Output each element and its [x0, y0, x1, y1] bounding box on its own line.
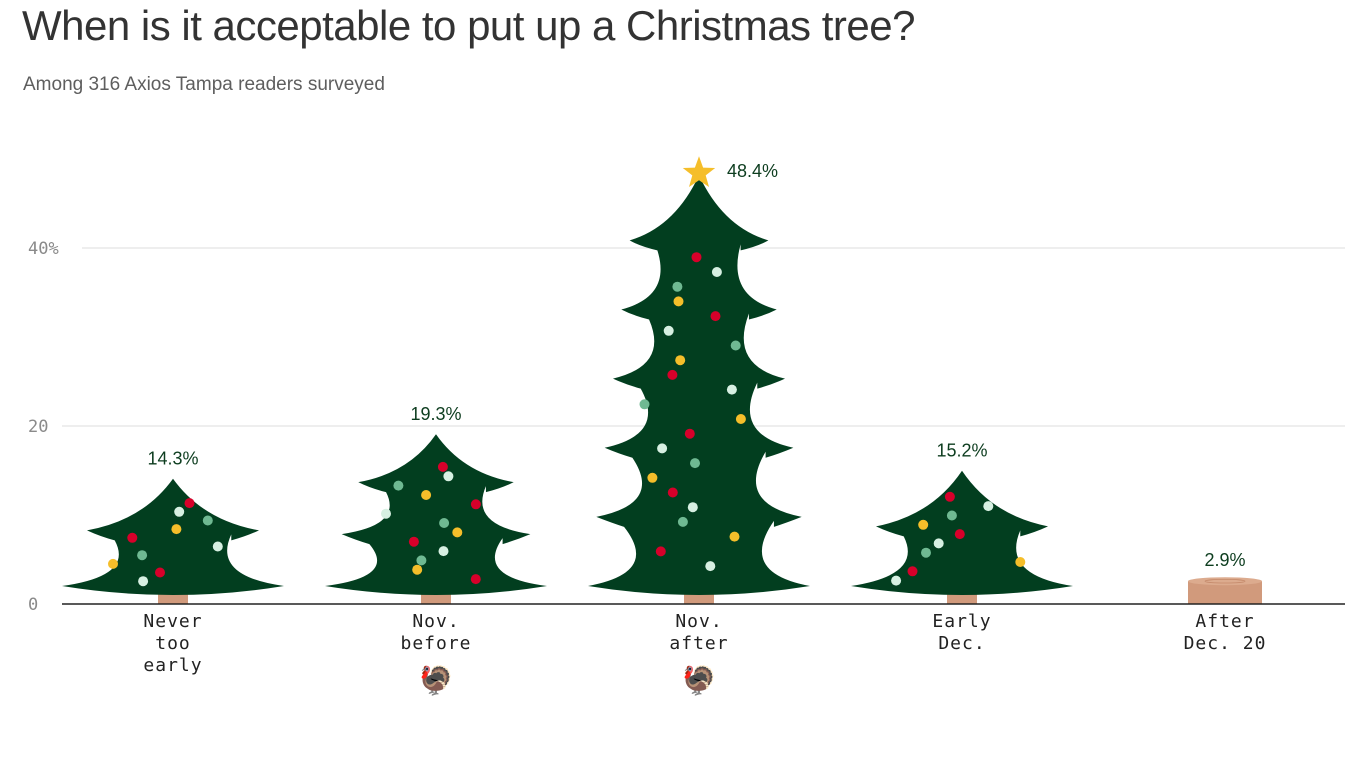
ornament: [174, 506, 185, 517]
bar-5: [1188, 577, 1262, 604]
turkey-icon: 🦃: [682, 664, 717, 697]
y-tick-label: 40%: [28, 239, 59, 259]
star-icon: [682, 156, 716, 187]
ornament: [705, 561, 716, 572]
y-tick-label: 0: [28, 595, 38, 615]
x-axis-label: Never: [143, 611, 202, 632]
bar-3: [588, 156, 810, 604]
ornament: [408, 536, 419, 547]
ornament: [470, 499, 481, 510]
value-label: 19.3%: [410, 404, 461, 424]
value-label: 48.4%: [727, 161, 778, 181]
ornament: [673, 296, 684, 307]
ornament: [127, 532, 138, 543]
ornament: [710, 311, 721, 322]
ornament: [933, 538, 944, 549]
stump: [1188, 581, 1262, 604]
x-axis-label: Nov.: [412, 611, 459, 632]
x-axis-label: Dec. 20: [1184, 633, 1267, 654]
tree-icon: [325, 434, 547, 595]
x-axis-label: early: [143, 655, 202, 676]
ornament: [1015, 557, 1026, 567]
ornament: [711, 267, 722, 277]
ornament: [954, 529, 965, 540]
ornament: [412, 564, 423, 575]
ornament: [452, 527, 463, 538]
ornament: [639, 399, 650, 410]
x-axis-labels: NevertooearlyNov.before🦃Nov.after🦃EarlyD…: [143, 611, 1267, 697]
value-label: 15.2%: [936, 441, 987, 461]
tree-icon: [62, 478, 284, 595]
x-axis-label: before: [400, 633, 471, 654]
ornament: [108, 558, 118, 569]
ornament: [655, 546, 666, 557]
ornament: [691, 252, 702, 263]
ornament: [212, 541, 223, 552]
value-label: 2.9%: [1204, 550, 1245, 570]
ornament: [667, 487, 678, 498]
bar-1: [62, 478, 284, 604]
x-axis-label: After: [1195, 611, 1254, 632]
ornament: [437, 461, 448, 472]
y-tick-label: 20: [28, 417, 48, 437]
ornament: [946, 510, 957, 521]
ornament: [470, 574, 481, 585]
stump-top: [1188, 577, 1262, 586]
ornament: [677, 516, 688, 527]
ornament: [381, 508, 391, 519]
ornament: [438, 546, 449, 557]
x-axis-label: Dec.: [938, 633, 985, 654]
y-axis-ticks: 0 20 40%: [28, 239, 59, 615]
value-label: 14.3%: [147, 449, 198, 469]
chart-subtitle: Among 316 Axios Tampa readers surveyed: [23, 74, 385, 95]
ornament: [983, 501, 994, 512]
ornament: [684, 428, 695, 439]
x-axis-label: after: [669, 633, 728, 654]
value-labels: 14.3% 19.3% 48.4% 15.2% 2.9%: [147, 161, 1245, 570]
ornament: [421, 490, 432, 500]
ornament: [690, 458, 700, 469]
ornament: [921, 547, 931, 558]
x-axis-label: Nov.: [675, 611, 722, 632]
ornament: [647, 472, 658, 483]
ornament: [907, 566, 918, 577]
tree-icon: [588, 175, 810, 596]
bar-4: [851, 470, 1073, 604]
ornament: [393, 480, 404, 491]
ornament: [657, 443, 668, 454]
ornament: [726, 384, 737, 395]
ornament: [138, 576, 149, 587]
ornament: [735, 414, 746, 424]
ornament: [672, 281, 683, 292]
turkey-icon: 🦃: [419, 664, 454, 697]
ornament: [171, 524, 182, 535]
bar-2: [325, 434, 547, 604]
ornament: [687, 502, 698, 513]
ornament: [137, 550, 148, 561]
x-axis-label: Early: [932, 611, 991, 632]
ornament: [675, 355, 686, 366]
x-axis-label: too: [155, 633, 191, 654]
ornament: [184, 498, 195, 509]
ornament: [891, 575, 902, 586]
ornament: [202, 515, 213, 526]
ornament: [729, 531, 740, 542]
ornament: [439, 518, 450, 528]
ornament: [443, 471, 454, 482]
chart-title: When is it acceptable to put up a Christ…: [22, 2, 915, 49]
ornament: [730, 340, 741, 351]
ornament: [918, 519, 929, 530]
bars: [62, 156, 1262, 604]
ornament: [416, 555, 427, 566]
ornament: [667, 369, 678, 380]
ornament: [663, 325, 674, 336]
ornament: [155, 567, 165, 578]
ornament: [944, 491, 955, 502]
